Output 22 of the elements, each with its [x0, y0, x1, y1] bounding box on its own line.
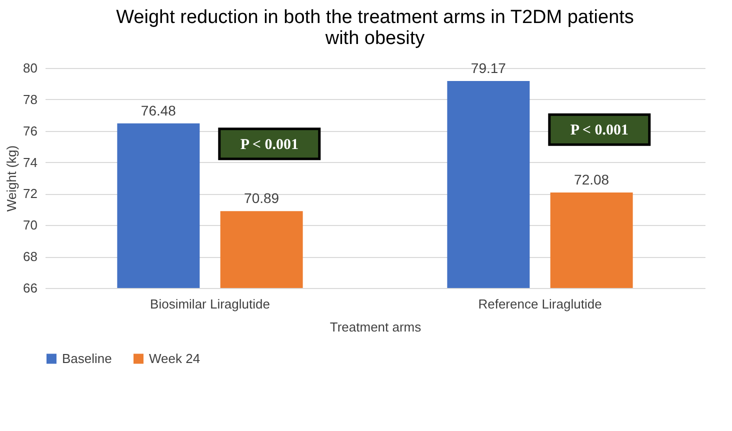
text: Weight reduction in both the treatment arms in T2DM patients	[116, 7, 634, 28]
y-tick-label: 70	[23, 218, 38, 233]
x-axis-title: Treatment arms	[330, 320, 422, 334]
x-tick-label: Reference Liraglutide	[478, 296, 602, 312]
annotation: P < 0.001	[240, 136, 298, 153]
data-label: 70.89	[244, 190, 280, 206]
annotation: P < 0.001	[570, 122, 628, 139]
data-label: 76.48	[140, 102, 176, 118]
x-tick-label: Biosimilar Liraglutide	[150, 296, 270, 312]
y-tick-label: 66	[23, 280, 38, 296]
data-label: 79.17	[470, 60, 506, 76]
legend-label: Baseline	[62, 350, 112, 366]
y-axis-title: Weight (kg)	[4, 145, 20, 212]
legend-label: Week 24	[149, 350, 200, 366]
y-tick-label: 74	[23, 154, 38, 170]
y-tick-label: 68	[23, 249, 38, 264]
y-tick-label: 80	[23, 60, 38, 76]
data-label: 72.08	[574, 171, 610, 188]
y-tick-label: 72	[23, 186, 38, 202]
y-tick-label: 76	[23, 123, 38, 138]
y-tick-label: 78	[23, 92, 38, 107]
text: with obesity	[325, 28, 425, 49]
